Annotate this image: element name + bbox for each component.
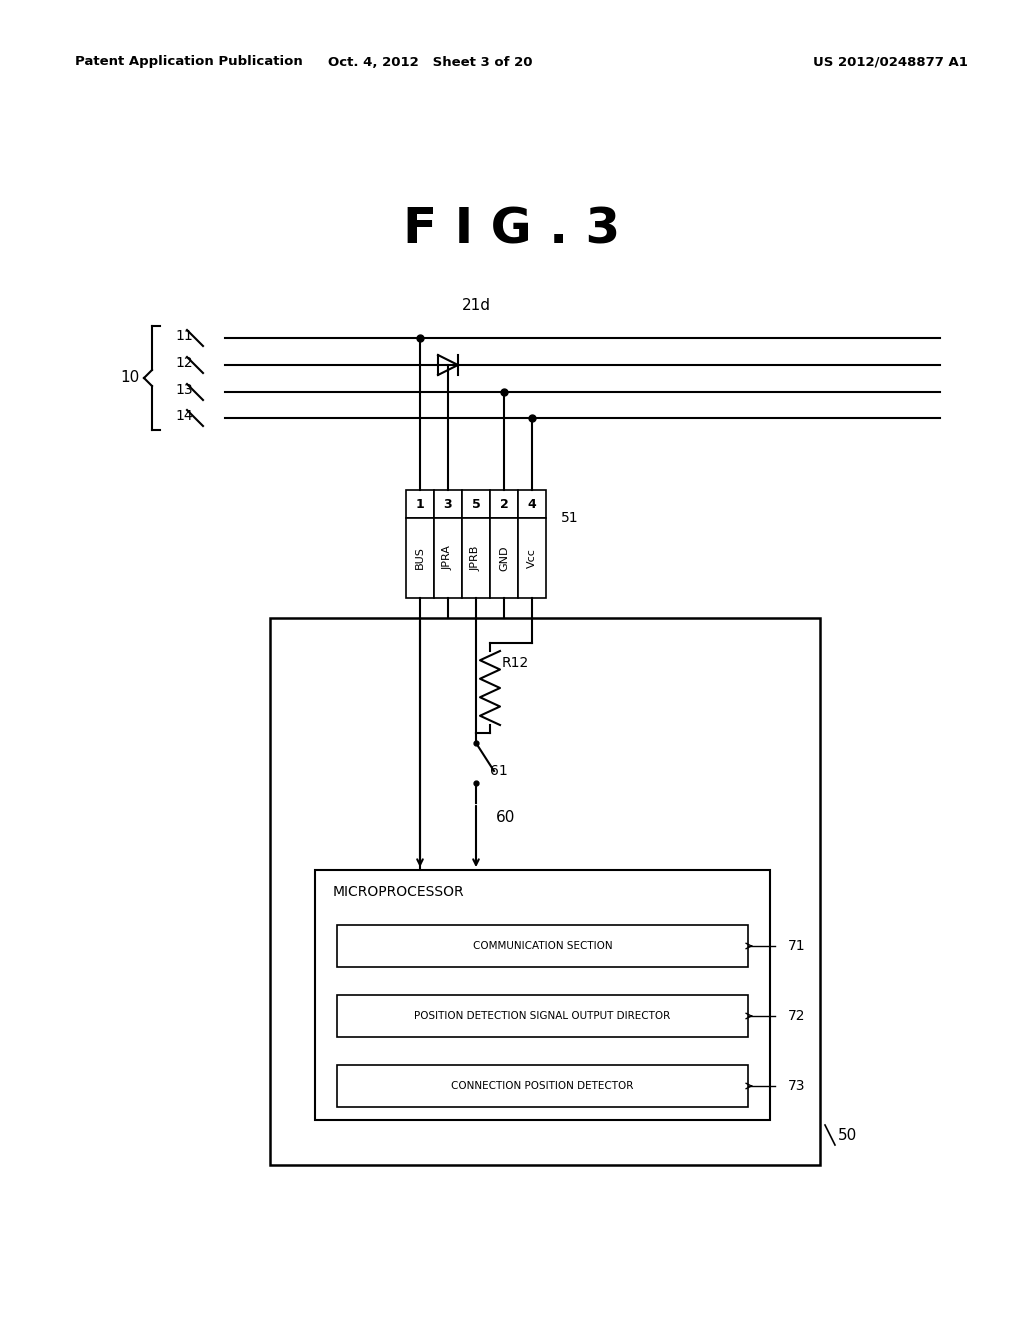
- Text: Patent Application Publication: Patent Application Publication: [75, 55, 303, 69]
- Bar: [490, 490, 518, 517]
- Text: 3: 3: [443, 498, 453, 511]
- Text: JPRA: JPRA: [443, 545, 453, 570]
- Bar: [315, 870, 770, 1119]
- Text: JPRB: JPRB: [471, 545, 481, 570]
- Text: 5: 5: [472, 498, 480, 511]
- Text: US 2012/0248877 A1: US 2012/0248877 A1: [813, 55, 968, 69]
- Text: 4: 4: [527, 498, 537, 511]
- Bar: [462, 490, 490, 517]
- Bar: [462, 517, 490, 598]
- Bar: [434, 490, 462, 517]
- Text: POSITION DETECTION SIGNAL OUTPUT DIRECTOR: POSITION DETECTION SIGNAL OUTPUT DIRECTO…: [415, 1011, 671, 1020]
- Text: 61: 61: [490, 764, 508, 777]
- Text: GND: GND: [499, 545, 509, 570]
- Text: 51: 51: [561, 511, 579, 525]
- Bar: [406, 490, 434, 517]
- Bar: [337, 925, 748, 968]
- Bar: [337, 995, 748, 1038]
- Bar: [337, 1065, 748, 1107]
- Bar: [490, 517, 518, 598]
- Text: BUS: BUS: [415, 546, 425, 569]
- Text: MICROPROCESSOR: MICROPROCESSOR: [333, 884, 465, 899]
- Bar: [406, 517, 434, 598]
- Text: COMMUNICATION SECTION: COMMUNICATION SECTION: [473, 941, 612, 950]
- Text: 71: 71: [788, 939, 806, 953]
- Text: 73: 73: [788, 1078, 806, 1093]
- Text: 14: 14: [175, 409, 193, 422]
- Bar: [434, 517, 462, 598]
- Text: 11: 11: [175, 329, 193, 343]
- Text: 21d: 21d: [462, 297, 490, 313]
- Text: 50: 50: [838, 1127, 857, 1143]
- Text: 12: 12: [175, 356, 193, 370]
- Text: CONNECTION POSITION DETECTOR: CONNECTION POSITION DETECTOR: [452, 1081, 634, 1092]
- Text: 60: 60: [496, 810, 515, 825]
- Bar: [518, 517, 546, 598]
- Text: 1: 1: [416, 498, 424, 511]
- Text: 2: 2: [500, 498, 508, 511]
- Bar: [270, 618, 820, 1166]
- Bar: [518, 490, 546, 517]
- Text: Vcc: Vcc: [527, 548, 537, 568]
- Text: Oct. 4, 2012   Sheet 3 of 20: Oct. 4, 2012 Sheet 3 of 20: [328, 55, 532, 69]
- Text: 13: 13: [175, 383, 193, 397]
- Text: 72: 72: [788, 1008, 806, 1023]
- Text: 10: 10: [121, 371, 139, 385]
- Text: F I G . 3: F I G . 3: [403, 206, 621, 253]
- Text: R12: R12: [502, 656, 529, 671]
